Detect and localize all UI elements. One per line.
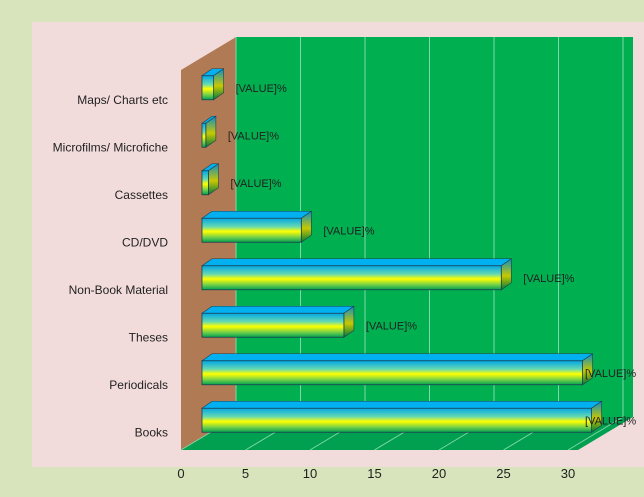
floor-gridline — [567, 416, 624, 451]
bar — [201, 353, 594, 386]
data-label: [VALUE]% — [236, 83, 287, 95]
bar — [201, 210, 313, 243]
chart-walls — [181, 37, 633, 450]
category-label: Theses — [129, 330, 168, 344]
category-labels: Maps/ Charts etc Microfilms/ Microfiche Ca… — [53, 93, 169, 440]
bar — [201, 400, 603, 433]
x-tick-label: 20 — [432, 466, 446, 481]
bar — [201, 258, 513, 291]
side-wall — [181, 37, 236, 450]
data-label: [VALUE]% — [228, 130, 279, 142]
data-label: [VALUE]% — [585, 368, 636, 380]
data-label: [VALUE]% — [230, 178, 281, 190]
x-tick-labels: 0 5 10 15 20 25 30 — [177, 466, 575, 481]
bar — [201, 115, 217, 148]
data-label: [VALUE]% — [523, 273, 574, 285]
x-tick-label: 15 — [367, 466, 381, 481]
data-label: [VALUE]% — [585, 415, 636, 427]
bar — [201, 305, 355, 338]
bar — [201, 163, 220, 196]
category-label: Non-Book Material — [69, 283, 168, 297]
category-label: Periodicals — [109, 378, 168, 392]
category-label: Maps/ Charts etc — [77, 93, 168, 107]
category-label: Microfilms/ Microfiche — [53, 140, 169, 154]
category-label: Cassettes — [115, 188, 168, 202]
category-label: Books — [135, 425, 168, 439]
data-labels: [VALUE]% [VALUE]% [VALUE]% [VALUE]% [VALUE]%… — [228, 83, 636, 428]
x-tick-label: 0 — [177, 466, 184, 481]
bars — [201, 68, 603, 433]
x-tick-label: 5 — [242, 466, 249, 481]
x-tick-label: 25 — [496, 466, 510, 481]
category-label: CD/DVD — [122, 235, 168, 249]
data-label: [VALUE]% — [323, 225, 374, 237]
bar — [201, 68, 225, 101]
x-tick-label: 10 — [303, 466, 317, 481]
data-label: [VALUE]% — [366, 320, 417, 332]
x-tick-label: 30 — [561, 466, 575, 481]
